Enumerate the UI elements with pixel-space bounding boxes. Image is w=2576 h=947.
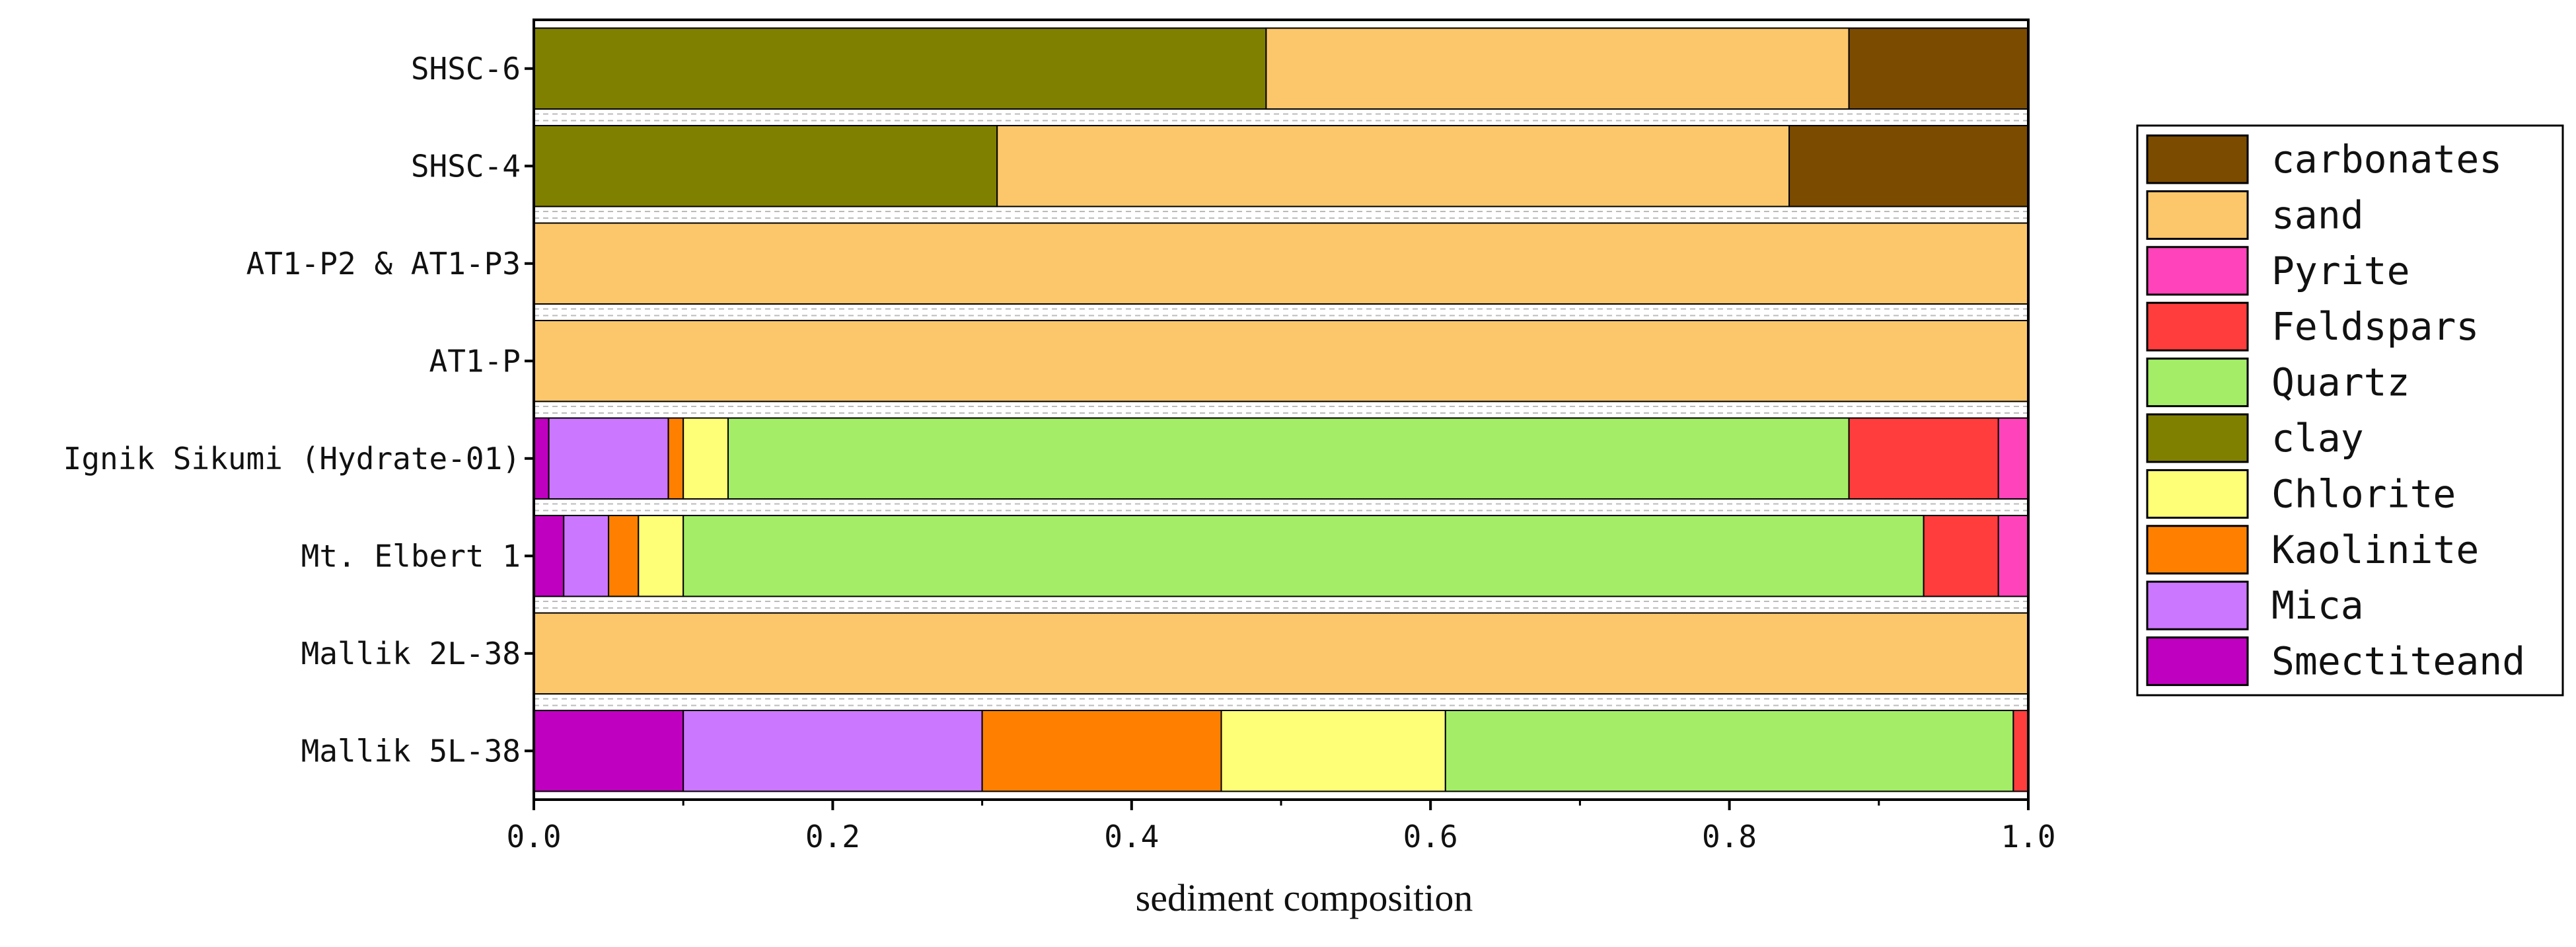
x-tick-label: 1.0 [2001, 819, 2055, 854]
category-label: Ignik Sikumi (Hydrate-01) [63, 441, 521, 476]
x-tick-label: 0.2 [805, 819, 860, 854]
x-tick-label: 0.4 [1104, 819, 1159, 854]
legend-swatch-quartz [2146, 358, 2249, 408]
x-tick-label: 0.0 [506, 819, 561, 854]
legend-swatch-mica [2146, 580, 2249, 630]
legend-label-kaolinite: Kaolinite [2271, 527, 2479, 572]
bar-carbonates-shsc-4 [1788, 125, 2030, 208]
legend-label-mica: Mica [2271, 583, 2364, 628]
bar-kaolinite-mallik-5l-38 [981, 710, 1222, 792]
bar-chlorite-mt-elbert-1 [638, 515, 684, 597]
legend-label-pyrite: Pyrite [2271, 248, 2410, 293]
bars-layer [533, 27, 2030, 792]
bar-mica-mt-elbert-1 [563, 515, 610, 597]
legend-swatch-smectiteand [2146, 636, 2249, 687]
category-label: Mt. Elbert 1 [301, 538, 521, 574]
legend-swatch-clay [2146, 413, 2249, 463]
bar-smectiteand-mallik-5l-38 [533, 710, 684, 792]
bar-clay-shsc-4 [533, 125, 998, 208]
legend: carbonates sand Pyrite Feldspars Quartz clay C… [2136, 124, 2564, 697]
legend-swatch-sand [2146, 190, 2249, 240]
bar-kaolinite-mt-elbert-1 [608, 515, 640, 597]
legend-label-clay: clay [2271, 416, 2364, 461]
legend-swatch-feldspars [2146, 301, 2249, 352]
legend-label-chlorite: Chlorite [2271, 471, 2456, 516]
y-axis-categories: SHSC-6 SHSC-4 AT1-P2 & AT1-P3 AT1-P Ignik Si… [63, 51, 534, 769]
bar-smectiteand-mt-elbert-1 [533, 515, 565, 597]
legend-label-quartz: Quartz [2271, 360, 2410, 405]
bar-quartz-mallik-5l-38 [1444, 710, 2014, 792]
legend-label-smectiteand: Smectiteand [2271, 639, 2525, 684]
legend-label-carbonates: carbonates [2271, 137, 2502, 182]
legend-swatch-kaolinite [2146, 525, 2249, 575]
category-label: SHSC-4 [411, 148, 521, 184]
bar-carbonates-shsc-6 [1848, 27, 2030, 110]
category-label: AT1-P [429, 343, 521, 379]
bar-pyrite-ignik-sikumi-hydrate-01 [1997, 417, 2030, 500]
legend-swatch-pyrite [2146, 246, 2249, 296]
bar-quartz-mt-elbert-1 [682, 515, 1925, 597]
bar-pyrite-mt-elbert-1 [1997, 515, 2030, 597]
bar-smectiteand-ignik-sikumi-hydrate-01 [533, 417, 550, 500]
category-label: Mallik 5L-38 [301, 733, 521, 769]
bar-quartz-ignik-sikumi-hydrate-01 [727, 417, 1850, 500]
bar-feldspars-mt-elbert-1 [1923, 515, 1999, 597]
bar-sand-at1-p2-at1-p3 [533, 222, 2029, 305]
legend-swatch-chlorite [2146, 469, 2249, 519]
category-label: AT1-P2 & AT1-P3 [246, 246, 521, 282]
bar-feldspars-ignik-sikumi-hydrate-01 [1848, 417, 1999, 500]
x-tick-label: 0.8 [1702, 819, 1757, 854]
bar-sand-shsc-6 [1265, 27, 1850, 110]
x-axis: 0.0 0.2 0.4 0.6 0.8 1.0 [506, 800, 2056, 854]
bar-feldspars-mallik-5l-38 [2012, 710, 2029, 792]
bar-sand-at1-p [533, 320, 2029, 402]
x-axis-title: sediment composition [1136, 876, 1473, 919]
bar-mica-ignik-sikumi-hydrate-01 [548, 417, 669, 500]
legend-swatch-carbonates [2146, 134, 2249, 184]
bar-sand-shsc-4 [996, 125, 1790, 208]
bar-mica-mallik-5l-38 [682, 710, 983, 792]
x-tick-label: 0.6 [1403, 819, 1458, 854]
legend-label-sand: sand [2271, 192, 2364, 237]
bar-clay-shsc-6 [533, 27, 1267, 110]
bar-sand-mallik-2l-38 [533, 612, 2029, 695]
bar-chlorite-mallik-5l-38 [1220, 710, 1446, 792]
category-label: Mallik 2L-38 [301, 636, 521, 671]
bar-kaolinite-ignik-sikumi-hydrate-01 [667, 417, 684, 500]
bar-chlorite-ignik-sikumi-hydrate-01 [682, 417, 729, 500]
legend-label-feldspars: Feldspars [2271, 304, 2479, 349]
category-label: SHSC-6 [411, 51, 521, 87]
